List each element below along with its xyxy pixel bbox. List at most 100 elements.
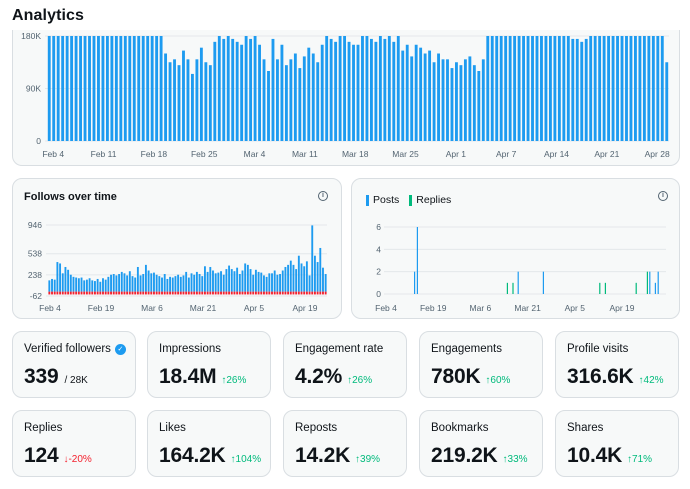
- info-icon[interactable]: i: [318, 191, 328, 201]
- follows-bar: [179, 276, 182, 292]
- follows-bar: [59, 263, 62, 292]
- metric-card-impressions[interactable]: Impressions 18.4M ↑26%: [147, 331, 271, 398]
- impressions-bar: [423, 53, 427, 141]
- info-icon[interactable]: i: [658, 191, 668, 201]
- metric-value-row: 14.2K ↑39%: [295, 444, 380, 468]
- metric-card-bookmarks[interactable]: Bookmarks 219.2K ↑33%: [419, 410, 543, 477]
- metric-card-engagement-rate[interactable]: Engagement rate 4.2% ↑26%: [283, 331, 407, 398]
- unfollows-bar: [85, 291, 88, 295]
- impressions-bar: [217, 36, 221, 141]
- impressions-bar: [293, 53, 297, 141]
- metric-card-engagements[interactable]: Engagements 780K ↑60%: [419, 331, 543, 398]
- impressions-bar: [535, 36, 539, 141]
- follows-bar: [222, 274, 225, 292]
- metric-label-text: Likes: [159, 422, 186, 434]
- verified-badge-icon: ✓: [114, 343, 126, 355]
- impressions-x-tick: Mar 18: [342, 149, 369, 159]
- impressions-x-tick: Feb 11: [91, 149, 117, 159]
- unfollows-bar: [174, 291, 177, 295]
- unfollows-bar: [126, 291, 129, 295]
- impressions-x-tick: Feb 4: [42, 149, 64, 159]
- follows-bar: [203, 266, 206, 292]
- impressions-x-tick: Mar 11: [292, 149, 318, 159]
- metric-value-row: 780K ↑60%: [431, 365, 510, 389]
- impressions-bar: [405, 44, 409, 141]
- metric-card-reposts[interactable]: Reposts 14.2K ↑39%: [283, 410, 407, 477]
- metric-card-shares[interactable]: Shares 10.4K ↑71%: [555, 410, 679, 477]
- follows-bar: [126, 275, 129, 292]
- impressions-x-tick: Mar 4: [244, 149, 266, 159]
- impressions-bar: [647, 36, 651, 141]
- unfollows-bar: [289, 291, 292, 295]
- metric-value: 4.2%: [295, 365, 343, 388]
- impressions-bar: [101, 36, 105, 141]
- metric-card-profile-visits[interactable]: Profile visits 316.6K ↑42%: [555, 331, 679, 398]
- unfollows-bar: [236, 291, 239, 295]
- impressions-x-tick: Apr 21: [594, 149, 619, 159]
- follows-bar: [198, 274, 201, 292]
- unfollows-bar: [144, 291, 147, 295]
- follows-bar: [69, 274, 72, 292]
- follows-bar: [169, 276, 172, 292]
- follows-y-tick: 238: [28, 270, 42, 280]
- posts-replies-chart[interactable]: Posts Replies i 0 2 4 6 Feb 4 Feb 19 Mar 6 Mar …: [351, 178, 680, 319]
- replies-swatch: [409, 194, 413, 206]
- impressions-bar: [616, 36, 619, 141]
- follows-bar: [316, 262, 319, 292]
- follows-bar: [297, 255, 300, 292]
- unfollows-bar: [281, 291, 284, 295]
- unfollows-bar: [177, 291, 180, 295]
- impressions-bar: [168, 62, 172, 141]
- impressions-bar: [504, 36, 508, 141]
- unfollows-bar: [276, 291, 279, 295]
- unfollows-bar: [107, 291, 110, 295]
- impressions-chart-svg: 0 90K 180K Feb 4 Feb 11 Feb 18 Feb 25 Mar 4 Mar …: [21, 31, 670, 159]
- posts-bar: [414, 271, 416, 294]
- follows-over-time-chart[interactable]: Follows over time i -62 238 538 946 Feb 4 Feb…: [12, 178, 342, 319]
- impressions-bar: [302, 56, 306, 141]
- metric-card-likes[interactable]: Likes 164.2K ↑104%: [147, 410, 271, 477]
- impressions-bar: [177, 65, 181, 141]
- impressions-bar: [52, 36, 56, 141]
- impressions-bar: [419, 47, 423, 141]
- impressions-bar: [481, 59, 485, 141]
- impressions-bar: [47, 36, 51, 141]
- impressions-bar: [155, 36, 159, 141]
- unfollows-bar: [75, 291, 78, 295]
- impressions-bar: [150, 36, 154, 141]
- unfollows-bar: [238, 291, 241, 295]
- metric-card-replies[interactable]: Replies 124 ↓-20%: [12, 410, 136, 477]
- unfollows-bar: [102, 291, 104, 295]
- follows-bar: [284, 266, 287, 292]
- impressions-chart[interactable]: 0 90K 180K Feb 4 Feb 11 Feb 18 Feb 25 Mar 4 Mar …: [12, 30, 680, 166]
- follows-bar: [305, 261, 308, 292]
- unfollows-bar: [182, 291, 185, 295]
- unfollows-bar: [263, 291, 265, 295]
- follows-bar: [187, 277, 190, 292]
- legend-posts[interactable]: Posts: [366, 194, 399, 206]
- follows-bar: [257, 271, 260, 292]
- unfollows-bar: [324, 291, 327, 295]
- follows-bar: [236, 267, 239, 292]
- follows-bar: [233, 271, 236, 292]
- unfollows-bar: [319, 291, 322, 295]
- metric-change: ↑39%: [355, 454, 381, 465]
- metric-change: ↑104%: [230, 454, 262, 465]
- unfollows-bar: [64, 291, 67, 295]
- legend-replies[interactable]: Replies: [409, 194, 451, 206]
- impressions-bar: [182, 50, 185, 141]
- follows-chart-title: Follows over time: [24, 191, 117, 203]
- impressions-bar: [629, 36, 633, 141]
- posts-x-tick: Apr 5: [565, 303, 586, 313]
- follows-bar: [201, 276, 204, 292]
- metric-label-text: Verified followers: [24, 343, 111, 355]
- impressions-bar: [374, 41, 378, 142]
- unfollows-bar: [209, 291, 212, 295]
- follows-bar: [120, 271, 123, 292]
- impressions-bar: [65, 36, 69, 141]
- impressions-bar: [222, 38, 226, 141]
- impressions-bar: [79, 36, 82, 141]
- follows-bar: [56, 262, 59, 292]
- impressions-bar: [226, 36, 230, 141]
- metric-card-verified-followers[interactable]: Verified followers ✓ 339 / 28K: [12, 331, 136, 398]
